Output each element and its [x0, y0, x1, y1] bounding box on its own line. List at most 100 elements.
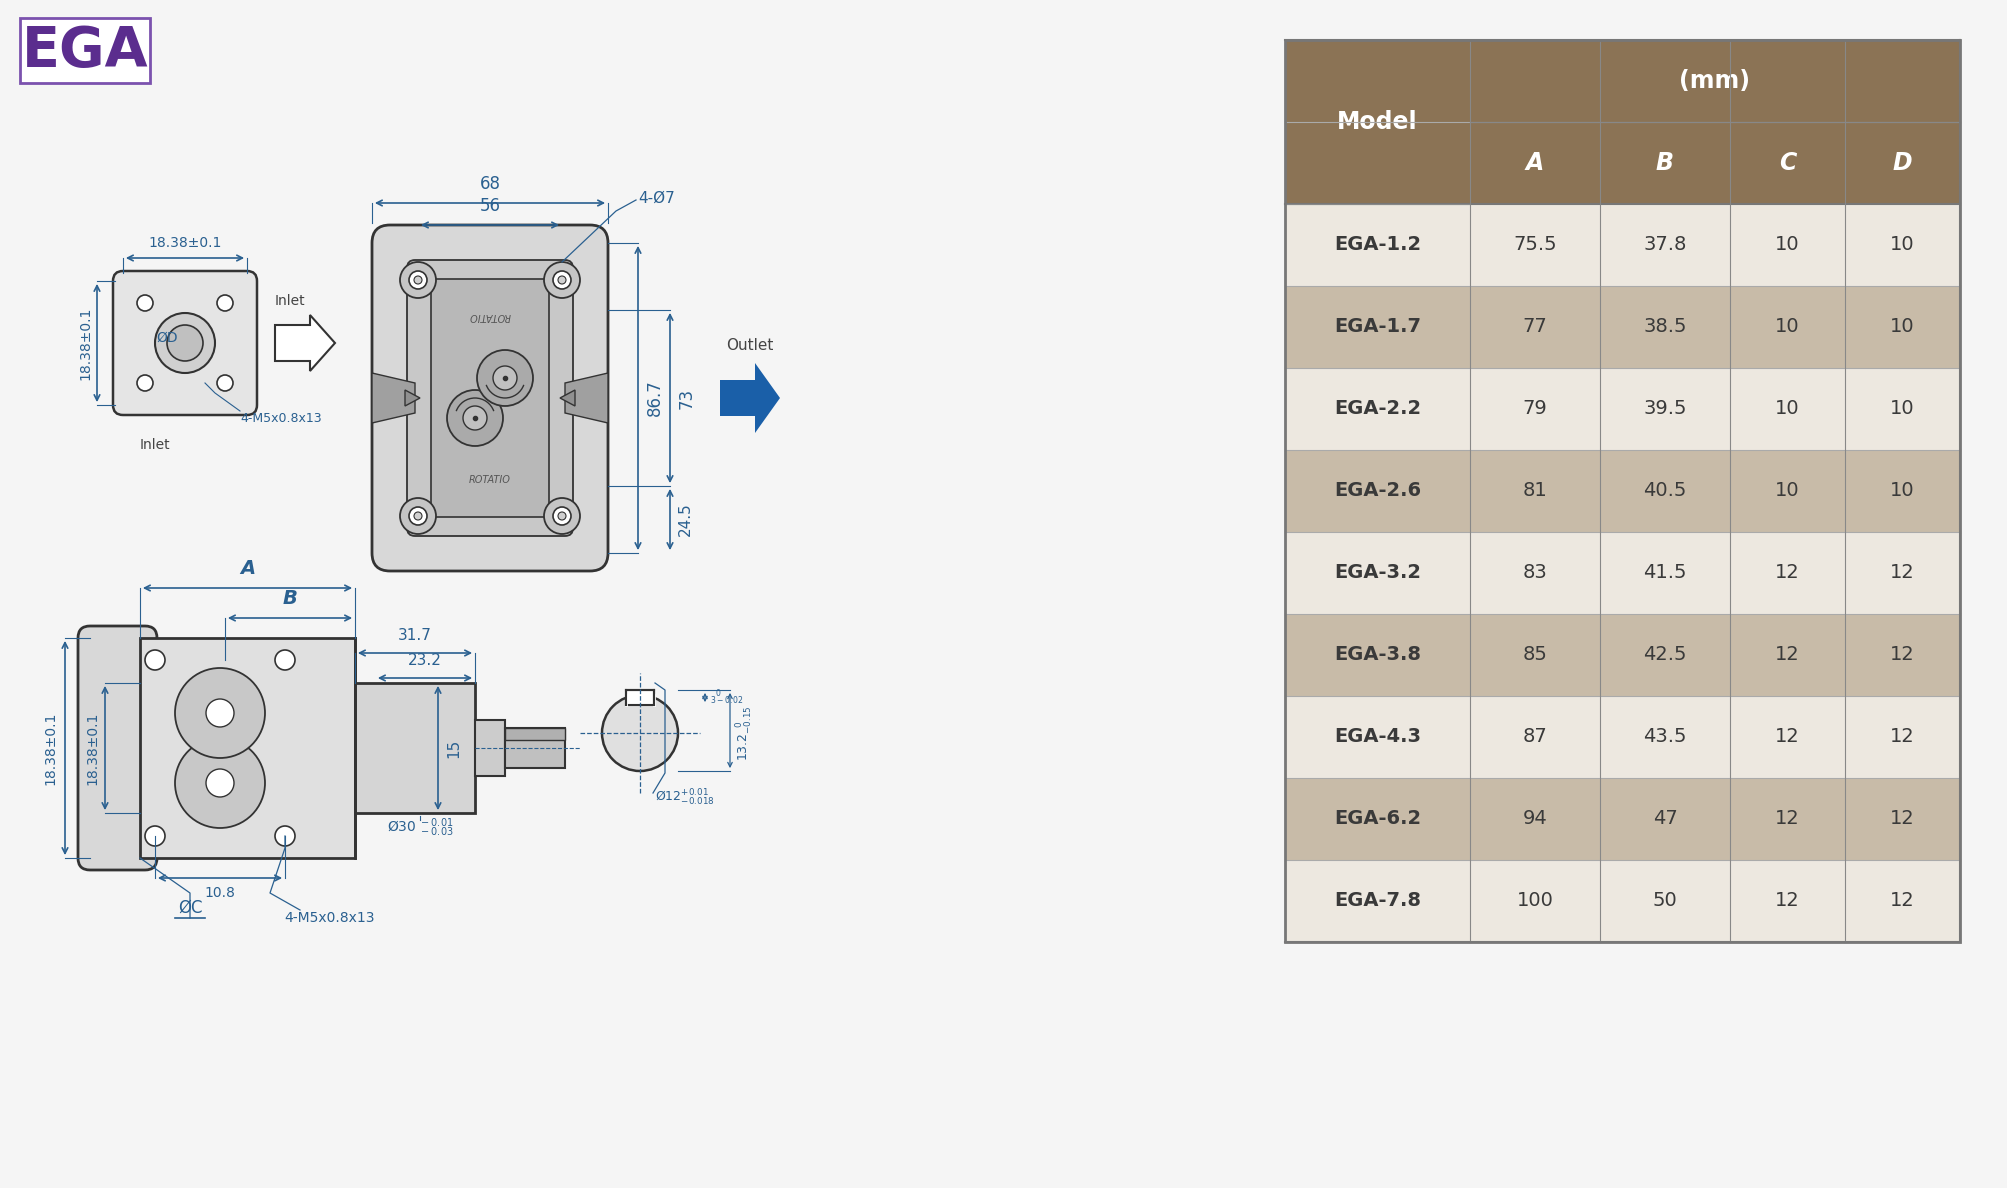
Circle shape [552, 507, 570, 525]
Circle shape [494, 366, 516, 390]
Text: 4-M5x0.8x13: 4-M5x0.8x13 [241, 411, 321, 424]
Text: 10: 10 [1889, 399, 1915, 418]
Text: Outlet: Outlet [727, 339, 773, 353]
FancyBboxPatch shape [407, 260, 572, 536]
Text: ØD: ØD [157, 331, 179, 345]
Text: D: D [1893, 151, 1911, 175]
Circle shape [145, 826, 165, 846]
Circle shape [409, 507, 427, 525]
Text: 4-Ø7: 4-Ø7 [638, 190, 674, 206]
Text: 75.5: 75.5 [1513, 235, 1555, 254]
Text: 73: 73 [678, 387, 696, 409]
Text: 85: 85 [1521, 645, 1547, 664]
Text: 13.2$^{\ \ 0}_{-0.15}$: 13.2$^{\ \ 0}_{-0.15}$ [735, 706, 755, 760]
Bar [1284, 286, 1959, 368]
Text: 77: 77 [1521, 317, 1547, 336]
Circle shape [217, 375, 233, 391]
Text: 43.5: 43.5 [1642, 727, 1686, 746]
Bar [476, 720, 504, 776]
Text: EGA-3.8: EGA-3.8 [1333, 645, 1421, 664]
Polygon shape [405, 390, 419, 406]
Text: 18.38±0.1: 18.38±0.1 [84, 712, 98, 785]
Text: 31.7: 31.7 [397, 628, 432, 643]
Text: 12: 12 [1774, 727, 1798, 746]
Text: 24.5: 24.5 [678, 503, 692, 536]
Text: 41.5: 41.5 [1642, 563, 1686, 582]
Circle shape [464, 406, 488, 430]
Circle shape [413, 512, 421, 520]
Text: Ø30$^{\ -0.01}_{\ -0.03}$: Ø30$^{\ -0.01}_{\ -0.03}$ [387, 816, 454, 839]
Bar [504, 728, 564, 740]
Circle shape [399, 263, 436, 298]
Text: 12: 12 [1889, 891, 1915, 910]
Text: ROTATIO: ROTATIO [470, 311, 510, 321]
Text: 87: 87 [1521, 727, 1547, 746]
Bar [1284, 532, 1959, 614]
Text: 12: 12 [1774, 809, 1798, 828]
Bar [1730, 122, 1844, 204]
Text: $^{\ \ 0}_{3-0.02}$: $^{\ \ 0}_{3-0.02}$ [710, 687, 743, 707]
Polygon shape [275, 315, 335, 371]
Circle shape [207, 699, 235, 727]
Bar [1284, 614, 1959, 696]
Text: 10: 10 [1889, 481, 1915, 500]
Text: B: B [283, 589, 297, 608]
FancyBboxPatch shape [78, 626, 157, 870]
Polygon shape [564, 373, 608, 423]
Circle shape [558, 512, 566, 520]
Text: 18.38±0.1: 18.38±0.1 [149, 236, 221, 249]
Circle shape [167, 326, 203, 361]
Bar [1284, 696, 1959, 778]
Text: 12: 12 [1889, 809, 1915, 828]
Circle shape [136, 375, 153, 391]
Text: 10: 10 [1774, 317, 1798, 336]
Text: 10: 10 [1774, 399, 1798, 418]
Circle shape [207, 769, 235, 797]
Text: EGA-4.3: EGA-4.3 [1333, 727, 1421, 746]
Bar [1469, 122, 1600, 204]
Text: 12: 12 [1774, 891, 1798, 910]
Text: 47: 47 [1652, 809, 1676, 828]
Text: 15: 15 [446, 739, 462, 758]
Text: 12: 12 [1774, 563, 1798, 582]
Circle shape [175, 668, 265, 758]
Circle shape [552, 271, 570, 289]
Text: Ø12$^{+0.01}_{-0.018}$: Ø12$^{+0.01}_{-0.018}$ [654, 788, 714, 808]
Text: 86.7: 86.7 [646, 380, 664, 416]
Text: EGA: EGA [22, 24, 149, 77]
Circle shape [275, 826, 295, 846]
Bar [504, 728, 564, 767]
FancyBboxPatch shape [112, 271, 257, 415]
Circle shape [448, 390, 502, 446]
Text: B: B [1656, 151, 1674, 175]
Circle shape [544, 263, 580, 298]
Text: 37.8: 37.8 [1642, 235, 1686, 254]
Text: 94: 94 [1521, 809, 1547, 828]
Text: 18.38±0.1: 18.38±0.1 [42, 712, 56, 785]
Circle shape [409, 271, 427, 289]
Text: EGA-1.7: EGA-1.7 [1333, 317, 1421, 336]
Text: 12: 12 [1774, 645, 1798, 664]
Circle shape [544, 498, 580, 533]
Text: 10: 10 [1889, 317, 1915, 336]
Text: EGA-1.2: EGA-1.2 [1333, 235, 1421, 254]
Polygon shape [721, 364, 779, 432]
Text: 38.5: 38.5 [1642, 317, 1686, 336]
Text: EGA-2.6: EGA-2.6 [1333, 481, 1421, 500]
FancyBboxPatch shape [371, 225, 608, 571]
Circle shape [217, 295, 233, 311]
Bar [1844, 122, 1959, 204]
Text: EGA-7.8: EGA-7.8 [1333, 891, 1421, 910]
Text: ØC: ØC [179, 899, 203, 917]
Text: ROTATIO: ROTATIO [470, 475, 510, 485]
Polygon shape [371, 373, 415, 423]
Bar [1284, 204, 1959, 286]
Text: 81: 81 [1521, 481, 1547, 500]
Circle shape [399, 498, 436, 533]
Text: A: A [1525, 151, 1543, 175]
Text: A: A [239, 560, 255, 579]
Circle shape [413, 276, 421, 284]
Circle shape [602, 695, 678, 771]
Circle shape [136, 295, 153, 311]
Bar [1284, 40, 1959, 942]
